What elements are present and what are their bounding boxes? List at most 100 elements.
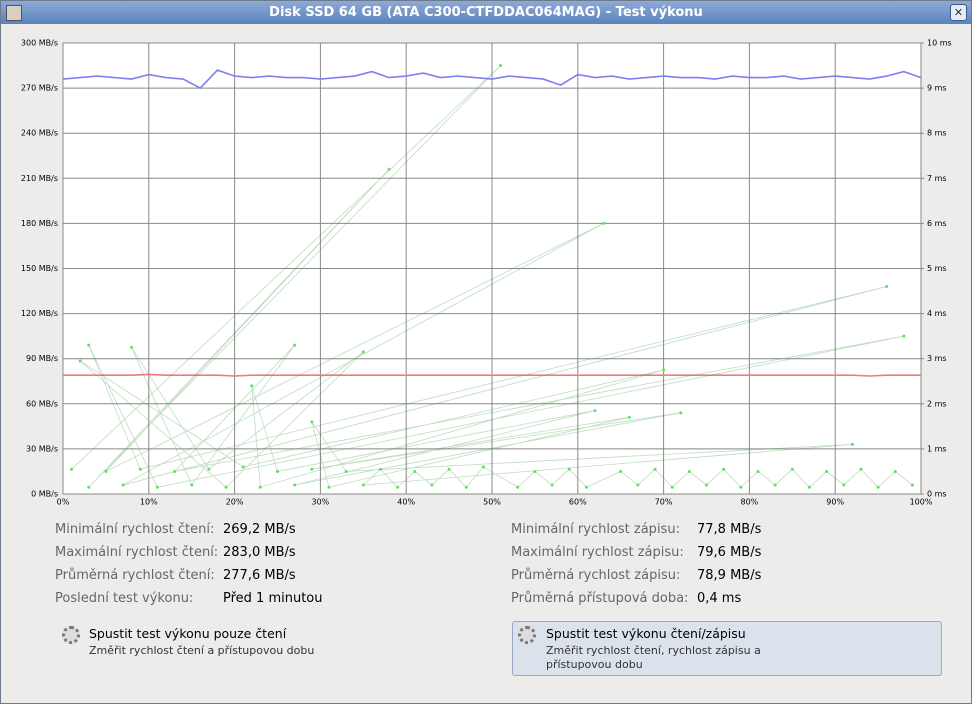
access-time-point (87, 485, 91, 489)
access-time-point (687, 469, 691, 473)
x-tick-label: 50% (483, 498, 501, 507)
access-time-point (593, 409, 597, 413)
window-title: Disk SSD 64 GB (ATA C300-CTFDDAC064MAG) … (269, 5, 703, 20)
stat-label: Průměrná rychlost zápisu: (511, 568, 681, 583)
y2-tick-label: 5 ms (927, 264, 947, 273)
rate-line (63, 373, 921, 377)
access-time-point (516, 485, 520, 489)
y2-tick-label: 6 ms (927, 219, 947, 228)
access-time-point (567, 467, 571, 471)
y2-tick-label: 9 ms (927, 84, 947, 93)
read-write-benchmark-button[interactable] (512, 621, 942, 676)
chart: 0 MB/s 30 MB/s 60 MB/s 90 MB/s 120 MB/s 150 M… (21, 39, 952, 507)
access-time-point (790, 467, 794, 471)
access-time-point (310, 420, 314, 424)
access-time-point (387, 167, 391, 171)
y-tick-label: 60 MB/s (26, 399, 58, 408)
access-time-point (361, 350, 365, 354)
button-description: Změřit rychlost čtení, rychlost zápisu a… (546, 644, 761, 672)
button-icon (62, 626, 80, 644)
access-time-point (550, 483, 554, 487)
access-time-point (902, 334, 906, 338)
x-tick-label: 30% (312, 498, 330, 507)
y-tick-label: 210 MB/s (21, 174, 58, 183)
close-button[interactable]: ✕ (950, 4, 967, 21)
y-tick-label: 180 MB/s (21, 219, 58, 228)
x-tick-label: 0% (57, 498, 70, 507)
access-time-point (619, 469, 623, 473)
y2-tick-label: 3 ms (927, 354, 947, 363)
access-time-point (104, 469, 108, 473)
y2-tick-label: 0 ms (927, 490, 947, 499)
stat-label: Průměrná přístupová doba: (511, 591, 689, 606)
access-time-point (378, 467, 382, 471)
access-time-point (78, 359, 82, 363)
stat-value: 0,4 ms (697, 591, 742, 606)
access-time-point (893, 469, 897, 473)
button-description: Změřit rychlost čtení a přístupovou dobu (89, 644, 315, 657)
title-bar: Disk SSD 64 GB (ATA C300-CTFDDAC064MAG) … (1, 1, 971, 24)
stat-label: Minimální rychlost čtení: (55, 522, 215, 537)
stat-value: 79,6 MB/s (697, 545, 762, 560)
y-tick-label: 0 MB/s (31, 490, 58, 499)
x-tick-label: 40% (397, 498, 415, 507)
access-time-point (396, 485, 400, 489)
stat-label: Maximální rychlost zápisu: (511, 545, 684, 560)
access-time-point (670, 485, 674, 489)
button-icon (518, 626, 536, 644)
access-time-point (138, 467, 142, 471)
y-tick-label: 90 MB/s (26, 354, 58, 363)
stat-label: Průměrná rychlost čtení: (55, 568, 215, 583)
x-tick-label: 70% (655, 498, 673, 507)
access-time-point (739, 485, 743, 489)
access-time-point (121, 483, 125, 487)
window-icon (6, 5, 22, 21)
stat-value: 78,9 MB/s (697, 568, 762, 583)
y-tick-label: 240 MB/s (21, 129, 58, 138)
rate-line (62, 69, 922, 90)
access-time-point (910, 483, 914, 487)
y2-tick-label: 8 ms (927, 129, 947, 138)
access-time-point (293, 343, 297, 347)
stat-value: 283,0 MB/s (223, 545, 296, 560)
button-title: Spustit test výkonu pouze čtení (89, 626, 287, 641)
x-tick-label: 10% (140, 498, 158, 507)
stat-label: Poslední test výkonu: (55, 591, 194, 606)
access-time-point (413, 469, 417, 473)
y-tick-label: 120 MB/s (21, 309, 58, 318)
access-time-point (207, 467, 211, 471)
access-time-point (584, 485, 588, 489)
access-time-point (807, 485, 811, 489)
access-time-point (447, 467, 451, 471)
y2-tick-label: 1 ms (927, 444, 947, 453)
stat-value: 277,6 MB/s (223, 568, 296, 583)
read-benchmark-button[interactable]: Spustit test výkonu pouze čtení Změřit r… (89, 626, 489, 666)
y2-tick-label: 2 ms (927, 399, 947, 408)
button-description-line: přístupovou dobu (546, 658, 643, 671)
x-tick-label: 100% (910, 498, 933, 507)
access-time-point (885, 285, 889, 289)
button-description-line: Změřit rychlost čtení, rychlost zápisu a (546, 644, 761, 657)
button-content: Spustit test výkonu čtení/zápisu Změřit … (546, 626, 926, 672)
access-time-point (293, 483, 297, 487)
access-time-point (825, 469, 829, 473)
access-time-point (773, 483, 777, 487)
y2-tick-label: 7 ms (927, 174, 947, 183)
access-time-point (850, 442, 854, 446)
access-time-point (190, 483, 194, 487)
y-tick-label: 300 MB/s (21, 39, 58, 48)
access-time-point (842, 483, 846, 487)
access-time-point (533, 469, 537, 473)
stat-value: Před 1 minutou (223, 591, 323, 606)
access-time-point (679, 411, 683, 415)
access-time-point (87, 343, 91, 347)
x-tick-label: 80% (741, 498, 759, 507)
access-time-point (662, 368, 666, 372)
access-time-point (430, 483, 434, 487)
y-tick-label: 270 MB/s (21, 84, 58, 93)
access-time-point (876, 485, 880, 489)
access-time-point (499, 64, 503, 68)
y2-tick-label: 10 ms (927, 39, 952, 48)
access-time-point (653, 467, 657, 471)
